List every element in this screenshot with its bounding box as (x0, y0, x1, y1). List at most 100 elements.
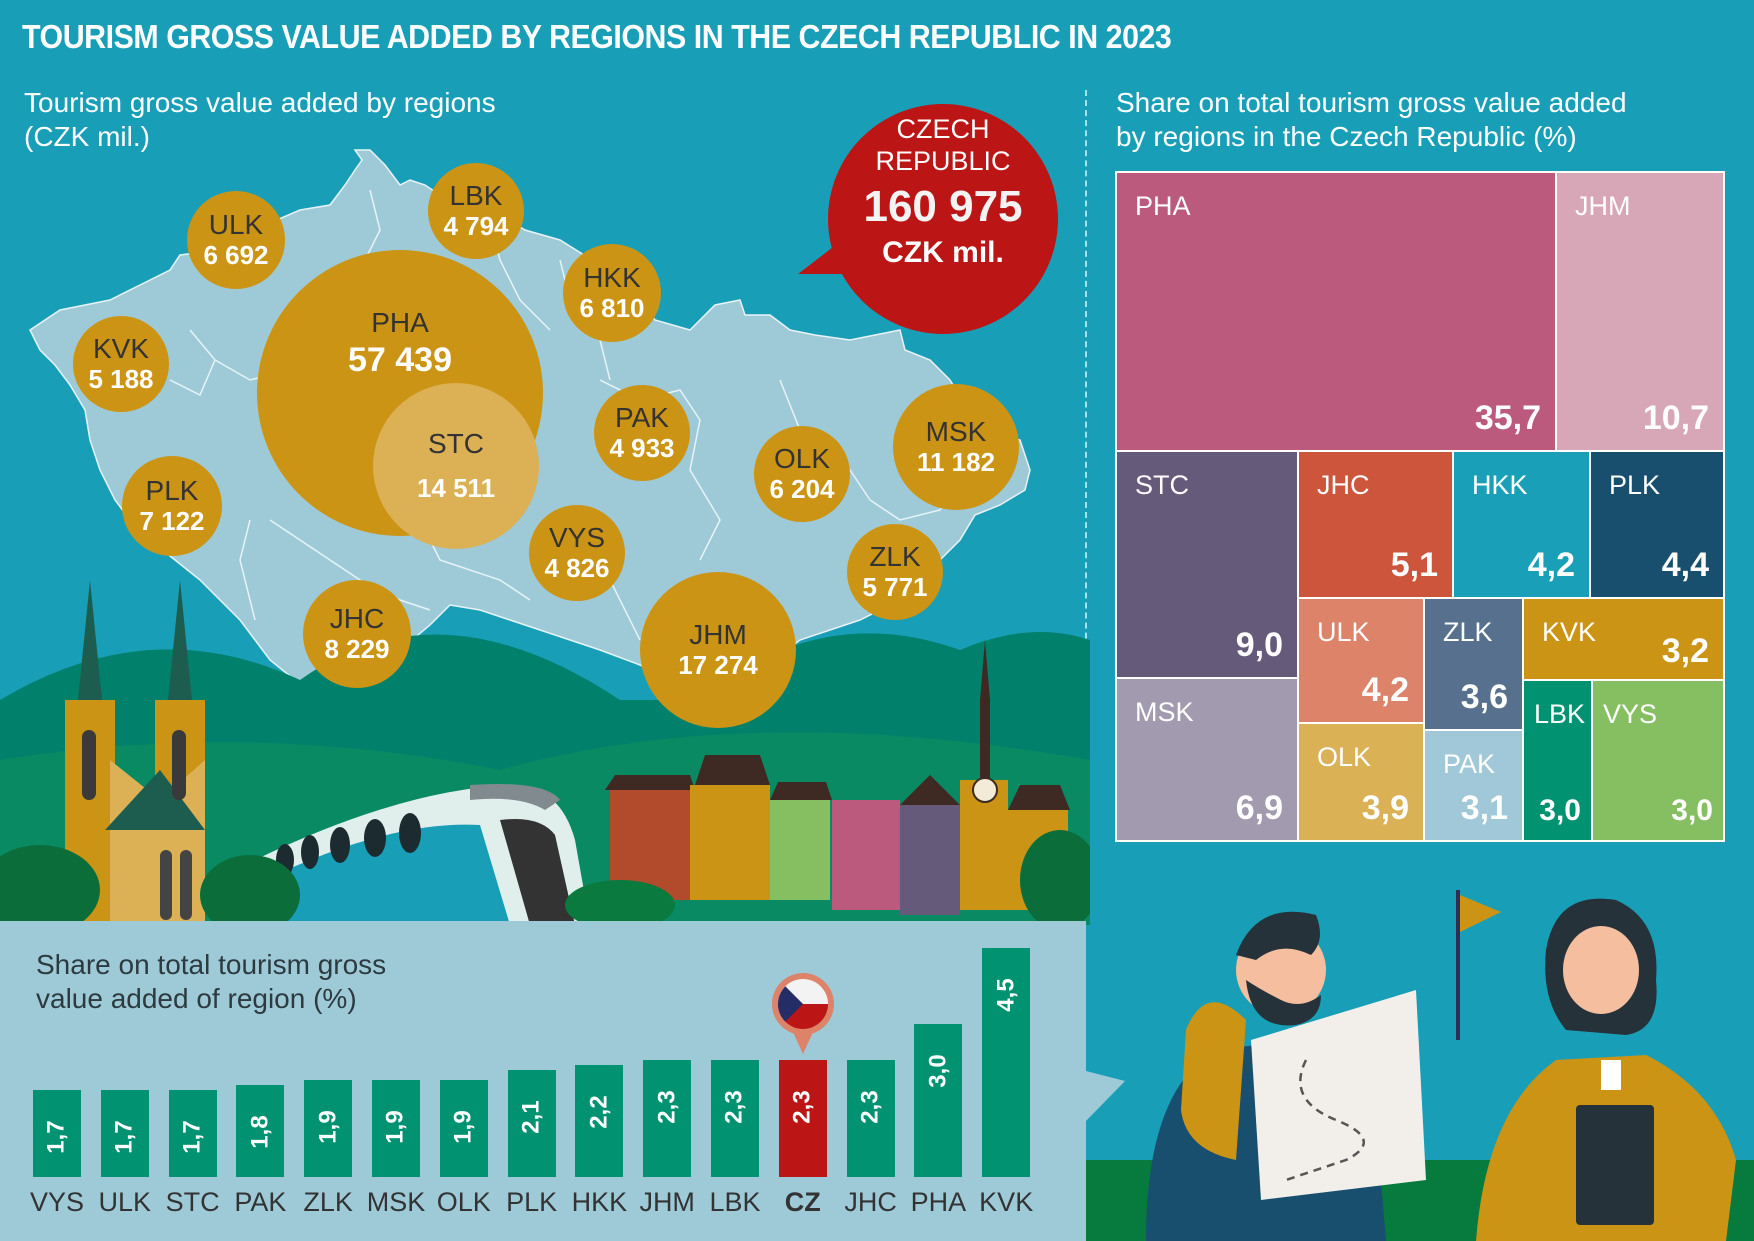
badge (1601, 1060, 1621, 1090)
bubble-region-code: JHC (329, 602, 385, 634)
bar-subtitle-line1: Share on total tourism gross (36, 949, 387, 980)
bubble-stc: STC 14 511 (373, 383, 539, 549)
bubble-region-code: PLK (145, 474, 199, 506)
bubble-region-value: 6 204 (769, 474, 835, 504)
bar-value-label: 1,9 (449, 1110, 477, 1144)
treemap-tile-value: 3,6 (1460, 678, 1508, 716)
map-paper-icon (1251, 990, 1426, 1200)
bubble-vys: VYS 4 826 (529, 505, 625, 601)
treemap-tile-label: ULK (1317, 617, 1370, 647)
callout-line2: REPUBLIC (875, 146, 1011, 176)
map-subtitle: Tourism gross value added by regions (CZ… (24, 86, 496, 154)
treemap-subtitle-line1: Share on total tourism gross value added (1116, 87, 1627, 118)
bar-chart-subtitle: Share on total tourism gross value added… (36, 948, 386, 1016)
bar-value-label: 2,3 (653, 1090, 681, 1124)
bubble-region-value: 57 439 (348, 341, 452, 379)
treemap-tile-pak: PAK 3,1 (1425, 731, 1522, 840)
callout-total-value: 160 975 (863, 182, 1023, 231)
treemap-tile-label: PHA (1135, 191, 1191, 221)
treemap-tile-label: JHM (1575, 191, 1631, 221)
treemap-tile-ulk: ULK 4,2 (1299, 599, 1423, 722)
treemap-tile-olk: OLK 3,9 (1299, 724, 1423, 840)
map-subtitle-line2: (CZK mil.) (24, 121, 150, 152)
bar-value-label: 1,7 (43, 1120, 70, 1154)
bubble-region-value: 6 810 (579, 292, 645, 323)
bar-category-label: ZLK (303, 1187, 353, 1217)
bar-value-label: 2,3 (856, 1090, 884, 1124)
treemap-chart: PHA 35,7 JHM 10,7 STC 9,0 MSK 6,9 JHC 5,1 HKK 4,2 PL… (1115, 171, 1725, 842)
bar-value-label: 1,9 (382, 1110, 409, 1144)
treemap-tile-value: 3,0 (1539, 794, 1581, 827)
treemap-tile-value: 3,0 (1671, 794, 1713, 827)
bar-category-label: PHA (910, 1187, 967, 1217)
woman-face (1563, 926, 1639, 1014)
bar-pha: 3,0 (914, 1024, 963, 1177)
bubble-region-code: STC (428, 428, 484, 459)
bubble-ulk: ULK 6 692 (187, 191, 285, 289)
treemap-tile-msk: MSK 6,9 (1117, 679, 1297, 840)
bubble-region-value: 14 511 (416, 473, 496, 503)
bar-category-label: KVK (979, 1187, 1034, 1217)
bar-kvk: 4,5 (982, 947, 1031, 1177)
bubble-olk: OLK 6 204 (754, 426, 850, 522)
treemap-tile-value: 5,1 (1390, 546, 1438, 584)
bubble-region-value: 6 692 (203, 239, 269, 270)
bar-ulk: 1,7 (100, 1090, 149, 1177)
treemap-tile-value: 3,1 (1460, 789, 1508, 827)
bubble-msk: MSK 11 182 (892, 383, 1020, 511)
bar-value-label: 4,5 (992, 977, 1020, 1012)
treemap-tile-value: 4,2 (1361, 671, 1409, 709)
bar-jhc: 2,3 (846, 1059, 895, 1177)
bubble-kvk: KVK 5 188 (73, 316, 169, 412)
callout-line1: CZECH (896, 114, 990, 144)
bubble-region-code: JHM (689, 618, 747, 650)
bar-category-label: MSK (366, 1187, 426, 1217)
flag-pole (1456, 890, 1460, 1040)
total-callout: CZECH REPUBLIC 160 975 CZK mil. (798, 104, 1058, 334)
tourists-illustration (1086, 890, 1754, 1241)
bubble-region-value: 8 229 (324, 633, 390, 664)
bar-category-label: HKK (571, 1187, 628, 1217)
treemap-tile-label: OLK (1317, 742, 1372, 772)
train-illustration (255, 784, 590, 925)
bar-value-label: 1,9 (314, 1110, 342, 1144)
bar-value-label: 3,0 (924, 1054, 952, 1088)
treemap-tile-label: MSK (1135, 697, 1194, 727)
bar-cz: 2,3 (778, 1059, 827, 1177)
bar-stc: 1,7 (168, 1090, 217, 1177)
bar-value-label: 2,1 (517, 1100, 545, 1134)
treemap-tile-value: 35,7 (1474, 399, 1541, 437)
treemap-tile-label: LBK (1534, 699, 1586, 729)
bubble-region-code: OLK (773, 443, 831, 474)
treemap-tile-label: ZLK (1443, 617, 1493, 647)
bar-category-label: PLK (506, 1187, 558, 1217)
bar-category-label: JHM (639, 1187, 695, 1217)
bar-category-label: OLK (436, 1187, 491, 1217)
page-title: TOURISM GROSS VALUE ADDED BY REGIONS IN … (22, 18, 1172, 55)
treemap-tile-value: 10,7 (1642, 399, 1709, 437)
bar-plk: 2,1 (507, 1069, 556, 1177)
treemap-tile-jhm: JHM 10,7 (1557, 173, 1723, 450)
bar-zlk: 1,9 (304, 1080, 353, 1177)
bubble-plk: PLK 7 122 (121, 455, 223, 557)
treemap-tile-hkk: HKK 4,2 (1454, 452, 1589, 597)
bubble-region-value: 7 122 (139, 505, 205, 536)
bubble-jhm: JHM 17 274 (639, 571, 797, 729)
town-houses-illustration (605, 640, 1070, 915)
treemap-tile-value: 4,2 (1527, 546, 1575, 584)
treemap-tile-value: 9,0 (1235, 626, 1283, 664)
clipboard (1576, 1105, 1654, 1225)
treemap-tile-stc: STC 9,0 (1117, 452, 1297, 677)
treemap-subtitle-line2: by regions in the Czech Republic (%) (1116, 121, 1577, 152)
bar-value-label: 1,7 (110, 1120, 138, 1154)
treemap-tile-label: VYS (1603, 699, 1658, 729)
bar-category-label: JHC (844, 1187, 897, 1217)
map-subtitle-line1: Tourism gross value added by regions (24, 87, 496, 118)
treemap-tile-jhc: JHC 5,1 (1299, 452, 1452, 597)
backpack (1181, 1002, 1246, 1160)
bubble-region-code: ZLK (869, 541, 921, 572)
bubble-region-value: 11 182 (916, 446, 996, 477)
bubble-jhc: JHC 8 229 (302, 579, 412, 689)
bar-hkk: 2,2 (575, 1064, 624, 1177)
bubble-region-code: KVK (92, 333, 150, 364)
